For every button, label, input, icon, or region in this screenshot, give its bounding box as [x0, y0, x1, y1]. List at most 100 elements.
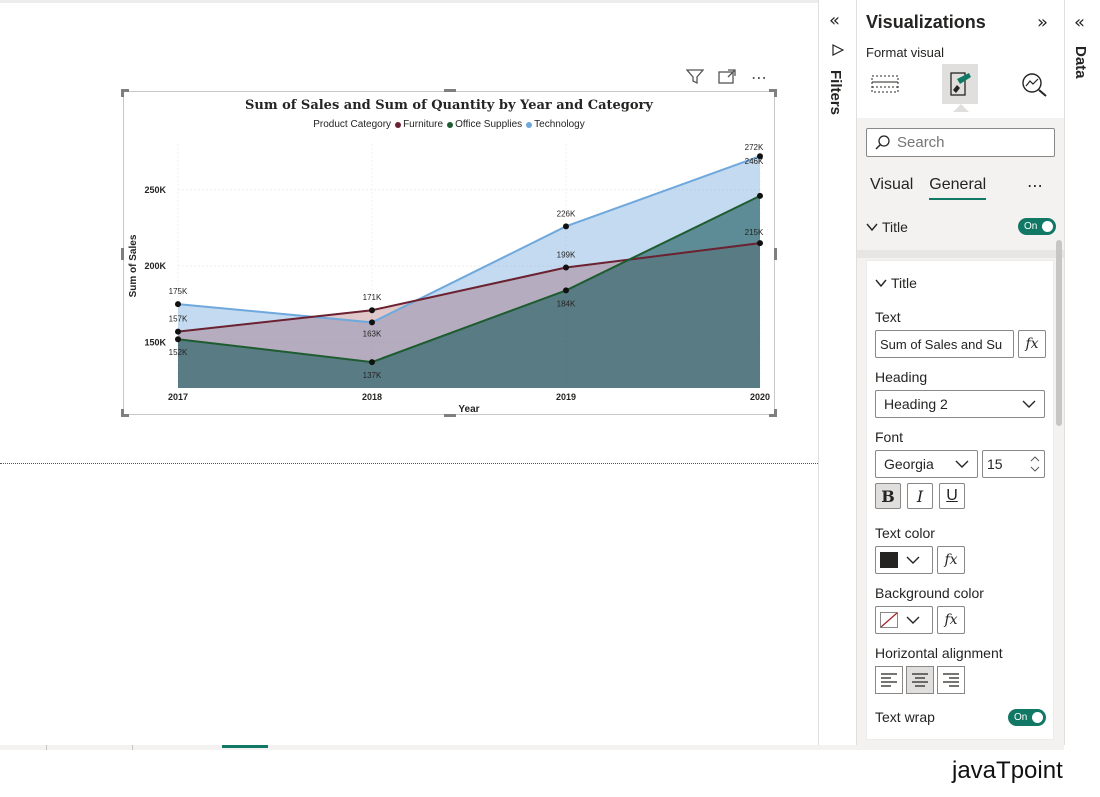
- text-wrap-toggle[interactable]: On: [1008, 709, 1046, 726]
- format-paintbrush-icon[interactable]: [942, 64, 978, 104]
- color-swatch: [880, 552, 898, 568]
- resize-handle-right[interactable]: [774, 248, 777, 260]
- resize-handle-tl[interactable]: [121, 89, 129, 97]
- area-office-supplies: [178, 195, 760, 388]
- collapse-icon[interactable]: «: [829, 10, 841, 31]
- align-left-button[interactable]: [875, 666, 903, 694]
- data-point: [175, 301, 181, 308]
- resize-handle-br[interactable]: [769, 409, 777, 417]
- chevron-down-icon: [955, 460, 969, 468]
- page-boundary: [0, 463, 818, 464]
- section-title-header[interactable]: Title On: [866, 218, 1056, 235]
- legend-dot: [395, 121, 402, 128]
- legend-dot: [447, 121, 454, 128]
- title-card: Title Text Sum of Sales and Su fx Headin…: [866, 260, 1054, 740]
- data-label: 246K: [745, 157, 764, 166]
- chart-legend: Product Category Furniture Office Suppli…: [124, 119, 774, 130]
- line-office-supplies: [177, 194, 761, 364]
- analytics-icon[interactable]: [1017, 64, 1053, 104]
- data-label: 184K: [557, 299, 576, 308]
- bold-button[interactable]: B: [875, 483, 901, 509]
- filter-icon[interactable]: [684, 67, 706, 87]
- background-color-picker[interactable]: [875, 606, 933, 634]
- focus-mode-icon[interactable]: [716, 67, 738, 87]
- data-point: [175, 328, 181, 335]
- resize-handle-left[interactable]: [121, 248, 124, 260]
- data-label[interactable]: Data: [1072, 46, 1089, 79]
- card-header-label: Title: [891, 275, 917, 291]
- no-color-swatch: [880, 612, 898, 628]
- more-options-icon[interactable]: ⋯: [751, 67, 767, 87]
- background-color-fx-button[interactable]: fx: [937, 606, 965, 634]
- data-label: 171K: [363, 293, 382, 302]
- background-color-label: Background color: [875, 585, 984, 601]
- text-wrap-label: Text wrap: [875, 709, 935, 725]
- build-visual-icon[interactable]: [867, 64, 903, 104]
- align-center-button[interactable]: [906, 666, 934, 694]
- search-icon: [875, 134, 890, 149]
- legend-item-technology[interactable]: Technology: [526, 119, 585, 130]
- align-left-icon: [881, 673, 897, 687]
- horizontal-alignment-label: Horizontal alignment: [875, 645, 1003, 661]
- search-input[interactable]: [897, 134, 1037, 151]
- italic-button[interactable]: I: [907, 483, 933, 509]
- resize-handle-top[interactable]: [444, 89, 456, 92]
- heading-dropdown[interactable]: Heading 2: [875, 390, 1045, 418]
- expand-icon[interactable]: »: [1037, 12, 1049, 33]
- line-technology: [177, 155, 761, 324]
- chart-plot: 150K 200K 250K 2017 2018 2019 2020 Year Sum of S…: [128, 143, 770, 415]
- heading-label: Heading: [875, 369, 928, 385]
- tab-visual[interactable]: Visual: [870, 176, 914, 193]
- search-box[interactable]: [866, 128, 1055, 157]
- data-label: 226K: [557, 209, 576, 218]
- align-right-button[interactable]: [937, 666, 965, 694]
- title-text-input[interactable]: Sum of Sales and Su: [875, 330, 1014, 358]
- resize-handle-tr[interactable]: [769, 89, 777, 97]
- collapse-icon[interactable]: «: [1074, 12, 1086, 33]
- title-toggle[interactable]: On: [1018, 218, 1056, 235]
- data-label: 163K: [363, 329, 382, 338]
- section-separator: [857, 250, 1065, 258]
- line-furniture: [177, 242, 761, 333]
- active-page-tab[interactable]: [222, 745, 268, 748]
- chevron-down-icon: [1022, 400, 1036, 408]
- format-subtabs: Visual General: [870, 176, 987, 200]
- more-options-icon[interactable]: ⋯: [1027, 176, 1043, 195]
- area-chart-visual[interactable]: Sum of Sales and Sum of Quantity by Year…: [121, 89, 777, 417]
- y-axis-title: Sum of Sales: [128, 234, 139, 297]
- data-label: 137K: [363, 371, 382, 380]
- legend-item-office-supplies[interactable]: Office Supplies: [447, 119, 522, 130]
- resize-handle-bottom[interactable]: [444, 414, 456, 417]
- stepper-arrows-icon[interactable]: [1030, 455, 1040, 473]
- chevron-down-icon: [866, 223, 878, 231]
- legend-title: Product Category: [313, 119, 392, 130]
- font-family-dropdown[interactable]: Georgia: [875, 450, 978, 478]
- x-tick-label: 2018: [362, 392, 382, 402]
- x-axis-title: Year: [458, 404, 479, 415]
- data-point: [369, 319, 375, 326]
- underline-button[interactable]: U: [939, 483, 965, 509]
- chevron-down-icon: [906, 616, 920, 624]
- tab-general[interactable]: General: [929, 176, 987, 200]
- legend-item-furniture[interactable]: Furniture: [395, 119, 443, 130]
- y-tick-label: 200K: [144, 261, 166, 271]
- format-visual-label: Format visual: [866, 45, 945, 60]
- chevron-down-icon: [906, 556, 920, 564]
- x-tick-label: 2020: [750, 392, 770, 402]
- text-color-picker[interactable]: [875, 546, 933, 574]
- card-header[interactable]: Title: [875, 275, 917, 291]
- font-label: Font: [875, 429, 904, 445]
- resize-handle-bl[interactable]: [121, 409, 129, 417]
- pane-title: Visualizations: [866, 12, 986, 32]
- pane-scrollbar[interactable]: [1056, 240, 1062, 426]
- active-tab-pointer: [953, 104, 969, 112]
- fx-button[interactable]: fx: [1018, 330, 1046, 358]
- heading-value: Heading 2: [884, 396, 948, 412]
- filters-label[interactable]: Filters: [827, 70, 844, 116]
- font-value: Georgia: [884, 456, 934, 472]
- x-tick-label: 2017: [168, 392, 188, 402]
- y-tick-label: 150K: [144, 337, 166, 347]
- data-pane-collapsed: « Data: [1064, 0, 1100, 745]
- font-size-stepper[interactable]: 15: [982, 450, 1045, 478]
- text-color-fx-button[interactable]: fx: [937, 546, 965, 574]
